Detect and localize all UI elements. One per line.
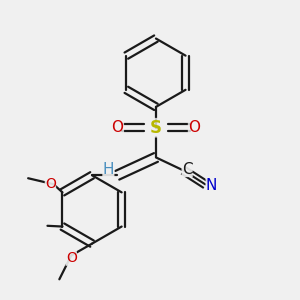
Text: S: S (150, 119, 162, 137)
Text: N: N (206, 178, 217, 193)
Text: O: O (45, 177, 56, 191)
Text: O: O (66, 251, 77, 266)
Text: C: C (182, 162, 193, 177)
Text: H: H (103, 162, 114, 177)
Text: O: O (111, 120, 123, 135)
Text: O: O (189, 120, 201, 135)
